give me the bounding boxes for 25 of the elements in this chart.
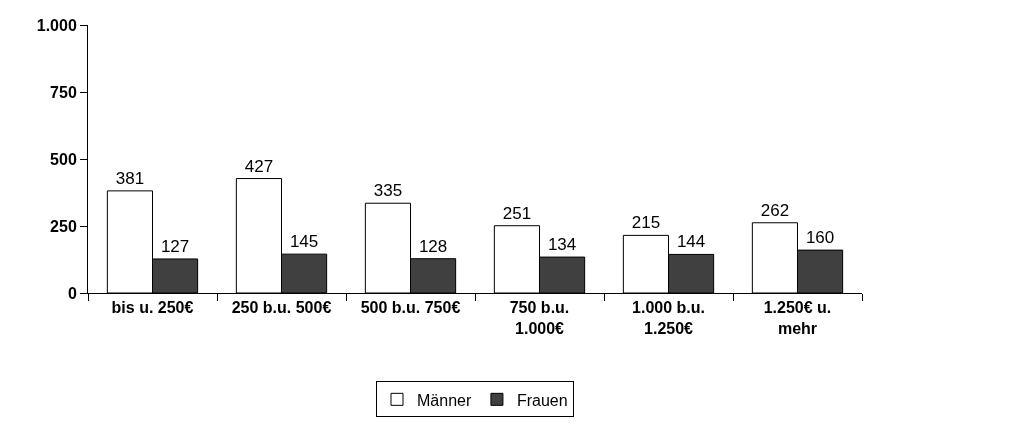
data-label: 251: [502, 203, 532, 223]
data-label: 262: [760, 200, 790, 220]
y-tick-label: 750: [50, 83, 77, 101]
data-label: 335: [373, 181, 403, 201]
data-label: 381: [115, 168, 145, 188]
data-label: 427: [244, 156, 274, 176]
y-tick-label: 0: [67, 284, 77, 302]
x-tick-label: 1.000 b.u. 1.250€: [632, 299, 705, 337]
x-tick-label: 250 b.u. 500€: [231, 299, 332, 317]
y-tick-label: 500: [50, 150, 77, 168]
y-tick-label: 1.000: [36, 16, 77, 34]
data-label: 215: [631, 213, 661, 233]
x-tick-label: bis u. 250€: [111, 299, 194, 317]
data-label: 145: [289, 232, 319, 252]
data-label: 127: [160, 236, 190, 256]
data-label: 160: [805, 228, 835, 248]
legend-label: Männer: [417, 391, 472, 409]
data-label: 134: [547, 235, 577, 255]
data-label: 144: [676, 232, 706, 252]
x-tick-label: 750 b.u. 1.000€: [509, 299, 570, 337]
data-label: 128: [418, 236, 448, 256]
legend-label: Frauen: [516, 391, 568, 409]
y-tick-label: 250: [50, 217, 77, 235]
x-tick-label: 1.250€ u. mehr: [763, 299, 832, 337]
x-tick-label: 500 b.u. 750€: [360, 299, 461, 317]
